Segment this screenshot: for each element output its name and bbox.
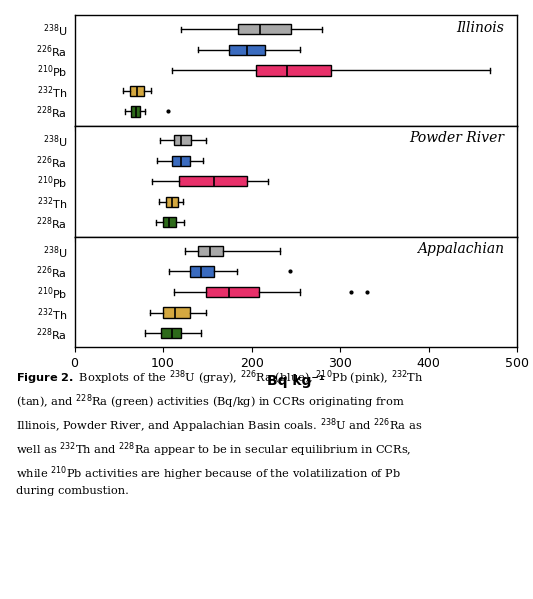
PathPatch shape xyxy=(161,328,181,338)
PathPatch shape xyxy=(163,307,190,317)
PathPatch shape xyxy=(256,65,331,75)
PathPatch shape xyxy=(131,106,140,117)
PathPatch shape xyxy=(174,135,191,146)
PathPatch shape xyxy=(206,287,259,297)
Text: Illinois: Illinois xyxy=(456,20,504,35)
Text: Powder River: Powder River xyxy=(409,131,504,146)
Text: $\bf{Figure\ 2.}$ Boxplots of the $^{238}$U (gray), $^{226}$Ra (blue), $^{210}$P: $\bf{Figure\ 2.}$ Boxplots of the $^{238… xyxy=(16,368,423,496)
PathPatch shape xyxy=(163,217,176,228)
PathPatch shape xyxy=(229,45,265,55)
PathPatch shape xyxy=(179,176,247,186)
X-axis label: Bq kg⁻¹: Bq kg⁻¹ xyxy=(267,374,325,388)
Text: Appalachian: Appalachian xyxy=(417,242,504,256)
PathPatch shape xyxy=(172,156,190,166)
PathPatch shape xyxy=(238,24,292,35)
PathPatch shape xyxy=(131,86,143,96)
PathPatch shape xyxy=(190,267,214,277)
PathPatch shape xyxy=(198,246,223,256)
PathPatch shape xyxy=(166,196,178,207)
